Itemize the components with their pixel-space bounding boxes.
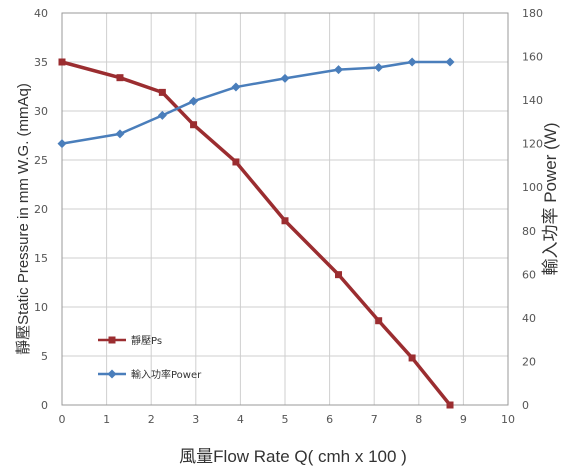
y-right-tick-label: 180 xyxy=(522,7,543,20)
gridlines xyxy=(61,12,509,406)
x-tick-label: 4 xyxy=(237,413,244,426)
y-left-tick-label: 20 xyxy=(34,203,48,216)
y-right-tick-label: 0 xyxy=(522,399,529,412)
x-tick-label: 7 xyxy=(371,413,378,426)
y-right-tick-label: 100 xyxy=(522,181,543,194)
legend-label-static-pressure: 靜壓Ps xyxy=(131,334,162,347)
y-left-tick-label: 15 xyxy=(34,252,48,265)
y-left-axis-title: 靜壓Static Pressure in mm W.G. (mmAq) xyxy=(15,83,32,355)
y-right-tick-label: 20 xyxy=(522,355,536,368)
data-point-power xyxy=(280,73,290,83)
data-point-power xyxy=(445,57,455,67)
data-point-power xyxy=(115,129,125,139)
y-left-tick-label: 35 xyxy=(34,56,48,69)
y-left-tick-label: 5 xyxy=(41,350,48,363)
y-right-tick-label: 120 xyxy=(522,138,543,151)
data-point-power xyxy=(189,96,199,106)
data-point-static-pressure xyxy=(190,121,198,129)
data-point-static-pressure xyxy=(58,58,66,66)
y-right-tick-label: 60 xyxy=(522,268,536,281)
data-point-power xyxy=(57,139,67,149)
x-tick-label: 0 xyxy=(59,413,66,426)
x-axis-ticks: 0 1 2 3 4 5 6 7 8 9 10 xyxy=(59,413,516,426)
data-point-power xyxy=(334,65,344,75)
y-right-tick-label: 80 xyxy=(522,225,536,238)
x-tick-label: 9 xyxy=(460,413,467,426)
y-right-tick-label: 160 xyxy=(522,51,543,64)
y-left-tick-label: 10 xyxy=(34,301,48,314)
data-point-static-pressure xyxy=(158,88,166,96)
legend-marker-static-pressure xyxy=(108,336,116,344)
data-point-power xyxy=(374,62,384,72)
y-right-tick-label: 140 xyxy=(522,94,543,107)
data-point-static-pressure xyxy=(408,354,416,362)
plot-frame xyxy=(61,12,509,406)
y-right-axis-ticks: 0 20 40 60 80 100 120 140 160 180 xyxy=(522,7,543,412)
x-tick-label: 6 xyxy=(326,413,333,426)
data-point-static-pressure xyxy=(335,271,343,279)
data-point-power xyxy=(231,82,241,92)
data-point-static-pressure xyxy=(281,217,289,225)
data-point-power xyxy=(407,57,417,67)
x-tick-label: 1 xyxy=(103,413,110,426)
legend-marker-power xyxy=(107,369,117,379)
data-point-static-pressure xyxy=(446,401,454,409)
x-tick-label: 10 xyxy=(501,413,515,426)
legend: 靜壓Ps 輸入功率Power xyxy=(98,334,202,381)
y-left-axis-ticks: 0 5 10 15 20 25 30 35 40 xyxy=(34,7,48,412)
x-tick-label: 5 xyxy=(282,413,289,426)
data-point-power xyxy=(157,110,167,120)
series-line-static-pressure xyxy=(60,60,452,407)
x-tick-label: 8 xyxy=(415,413,422,426)
y-right-axis-title: 輸入功率 Power (W) xyxy=(541,123,560,276)
series-line-power xyxy=(60,60,452,145)
data-point-static-pressure xyxy=(232,158,240,166)
y-left-tick-label: 30 xyxy=(34,105,48,118)
y-right-tick-label: 40 xyxy=(522,312,536,325)
x-tick-label: 2 xyxy=(148,413,155,426)
data-point-static-pressure xyxy=(375,317,383,325)
y-left-tick-label: 25 xyxy=(34,154,48,167)
x-axis-title: 風量Flow Rate Q( cmh x 100 ) xyxy=(179,447,407,466)
y-left-tick-label: 40 xyxy=(34,7,48,20)
legend-label-power: 輸入功率Power xyxy=(131,368,202,381)
y-left-tick-label: 0 xyxy=(41,399,48,412)
x-tick-label: 3 xyxy=(192,413,199,426)
data-point-static-pressure xyxy=(116,74,124,82)
series-layer xyxy=(57,57,455,409)
